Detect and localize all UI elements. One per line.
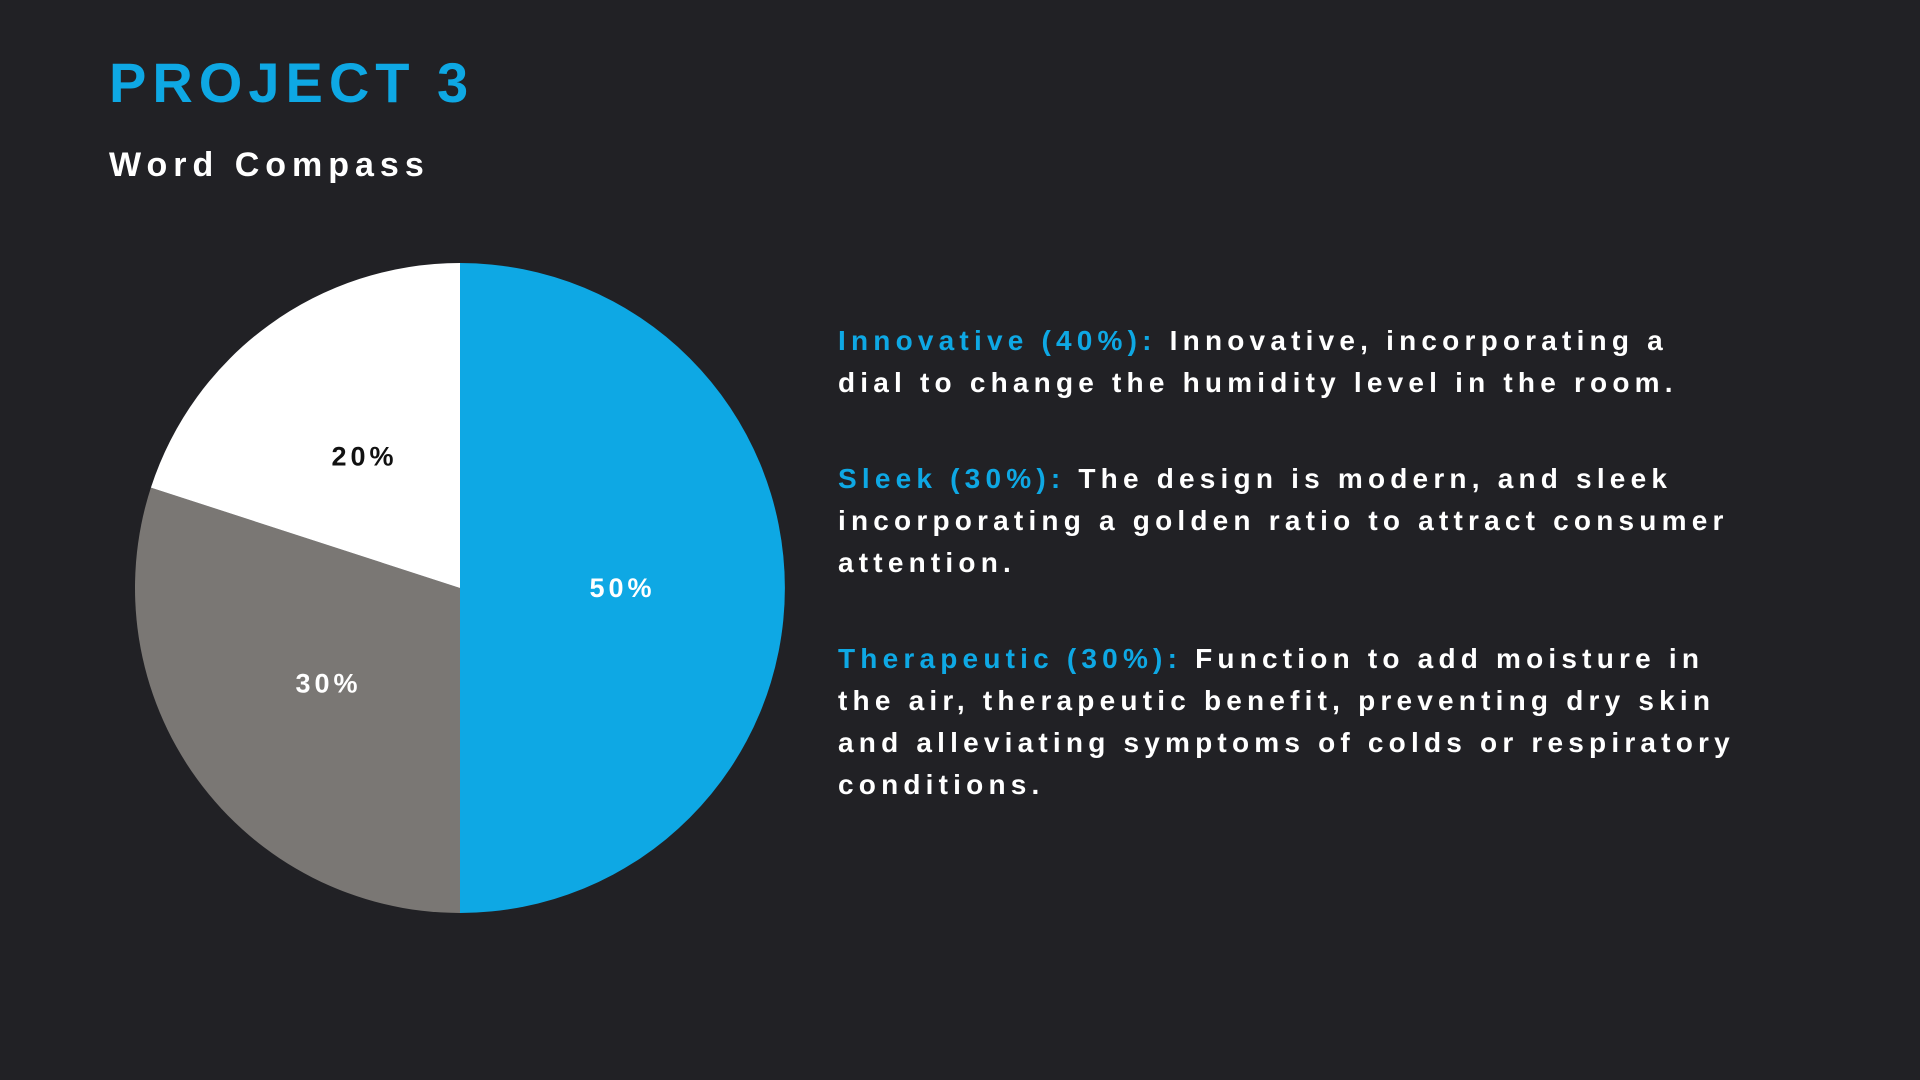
description-term-therapeutic: Therapeutic (30%): bbox=[838, 643, 1183, 674]
description-term-sleek: Sleek (30%): bbox=[838, 463, 1066, 494]
description-text-sleek: The design is modern, and sleek incorpor… bbox=[838, 463, 1729, 578]
pie-slice-2 bbox=[134, 487, 460, 913]
description-innovative: Innovative (40%): Innovative, incorporat… bbox=[838, 320, 1738, 404]
pie-slice-1 bbox=[460, 263, 785, 913]
description-term-innovative: Innovative (40%): bbox=[838, 325, 1157, 356]
pie-chart-svg: 50% 30% 20% bbox=[134, 263, 785, 913]
page-title: PROJECT 3 bbox=[109, 51, 475, 114]
pie-slice-label-1: 50% bbox=[589, 573, 655, 603]
description-list: Innovative (40%): Innovative, incorporat… bbox=[838, 320, 1738, 860]
description-sleek: Sleek (30%): The design is modern, and s… bbox=[838, 458, 1738, 584]
description-text-therapeutic: Function to add moisture in the air, the… bbox=[838, 643, 1735, 800]
description-text-innovative: Innovative, incorporating a dial to chan… bbox=[838, 325, 1678, 398]
pie-slice-label-3: 20% bbox=[331, 442, 397, 472]
pie-slice-label-2: 30% bbox=[296, 669, 362, 699]
description-therapeutic: Therapeutic (30%): Function to add moist… bbox=[838, 638, 1738, 806]
pie-slice-3 bbox=[150, 263, 461, 588]
pie-chart: 50% 30% 20% bbox=[120, 248, 800, 928]
page-subtitle: Word Compass bbox=[109, 146, 430, 184]
